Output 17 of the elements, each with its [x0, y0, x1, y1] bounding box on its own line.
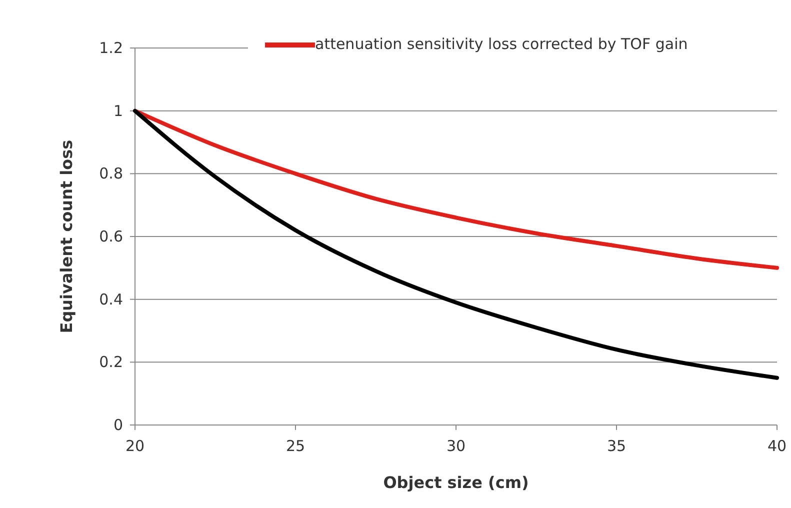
- legend-label: attenuation sensitivity loss corrected by TOF gain: [315, 34, 689, 54]
- y-tick-label: 1.2: [99, 39, 123, 57]
- x-tick-label: 30: [446, 437, 466, 455]
- y-tick-label: 0.2: [99, 353, 123, 372]
- y-tick-label: 0.6: [99, 228, 123, 246]
- x-tick-label: 25: [286, 437, 306, 455]
- x-tick-label: 40: [767, 437, 787, 455]
- x-axis-title: Object size (cm): [383, 473, 529, 492]
- y-tick-label: 0.8: [99, 164, 123, 183]
- line-series: [133, 108, 779, 270]
- y-tick-label: 1: [113, 102, 123, 120]
- x-tick-label: 20: [125, 437, 145, 455]
- x-tick-label: 35: [606, 437, 626, 455]
- y-axis-title: Equivalent count loss: [57, 140, 76, 334]
- line-series: [133, 108, 779, 380]
- y-tick-label: 0: [113, 416, 123, 434]
- y-tick-label: 0.4: [99, 290, 123, 308]
